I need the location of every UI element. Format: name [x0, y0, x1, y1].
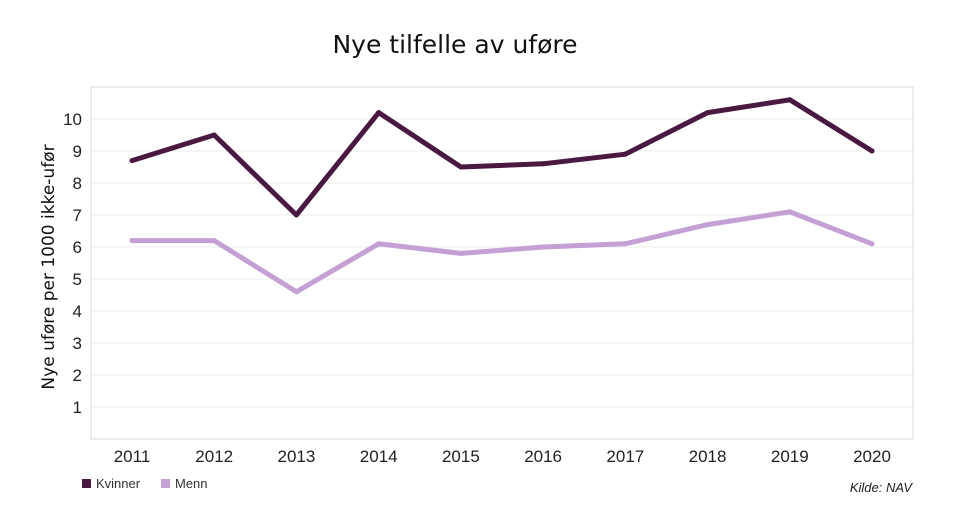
- y-tick-label: 1: [73, 398, 82, 417]
- data-point-kvinner: [869, 148, 875, 154]
- data-point-kvinner: [540, 161, 546, 167]
- series-line-menn: [129, 209, 875, 295]
- x-tick-label: 2018: [689, 447, 727, 466]
- gridlines: [91, 118, 913, 408]
- data-point-kvinner: [376, 110, 382, 116]
- x-tick-label: 2012: [195, 447, 233, 466]
- chart-title: Nye tilfelle av uføre: [332, 30, 578, 59]
- x-tick-label: 2015: [442, 447, 480, 466]
- series-lines: [129, 97, 875, 295]
- x-tick-label: 2019: [771, 447, 809, 466]
- y-tick-label: 6: [73, 238, 82, 257]
- legend-label: Menn: [175, 476, 208, 491]
- data-point-kvinner: [458, 164, 464, 170]
- y-tick-label: 4: [73, 302, 82, 321]
- plot-frame: [90, 86, 914, 440]
- y-tick-label: 7: [73, 206, 82, 225]
- source-note: Kilde: NAV: [850, 480, 913, 495]
- data-point-menn: [211, 238, 217, 244]
- y-tick-label: 9: [73, 142, 82, 161]
- legend-swatch: [161, 479, 170, 488]
- y-tick-label: 3: [73, 334, 82, 353]
- series-line-kvinner: [129, 97, 875, 218]
- y-tick-label: 8: [73, 174, 82, 193]
- data-point-menn: [376, 241, 382, 247]
- y-tick-label: 10: [63, 110, 82, 129]
- data-point-menn: [869, 241, 875, 247]
- data-point-menn: [293, 289, 299, 295]
- legend-swatch: [82, 479, 91, 488]
- data-point-kvinner: [293, 212, 299, 218]
- data-point-menn: [458, 250, 464, 256]
- data-point-kvinner: [129, 158, 135, 164]
- y-tick-label: 5: [73, 270, 82, 289]
- y-tick-label: 2: [73, 366, 82, 385]
- data-point-menn: [540, 244, 546, 250]
- x-tick-label: 2014: [360, 447, 398, 466]
- data-point-menn: [129, 238, 135, 244]
- y-axis-label: Nye uføre per 1000 ikke-ufør: [39, 144, 59, 389]
- data-point-menn: [622, 241, 628, 247]
- legend-label: Kvinner: [96, 476, 141, 491]
- legend: Kvinner Menn: [82, 476, 208, 491]
- data-point-menn: [705, 222, 711, 228]
- data-point-kvinner: [622, 151, 628, 157]
- data-point-kvinner: [705, 110, 711, 116]
- x-tick-label: 2011: [114, 447, 151, 466]
- x-tick-label: 2020: [853, 447, 891, 466]
- x-tick-label: 2017: [606, 447, 644, 466]
- plot-border: [90, 86, 914, 440]
- y-axis-ticks: 1 2 3 4 5 6 7 8 9 10: [63, 110, 82, 417]
- x-tick-label: 2016: [524, 447, 562, 466]
- x-axis-ticks: 2011 2012 2013 2014 2015 2016 2017 2018 2019 2020: [114, 447, 891, 466]
- data-point-menn: [787, 209, 793, 215]
- x-tick-label: 2013: [278, 447, 316, 466]
- data-point-kvinner: [787, 97, 793, 103]
- data-point-kvinner: [211, 132, 217, 138]
